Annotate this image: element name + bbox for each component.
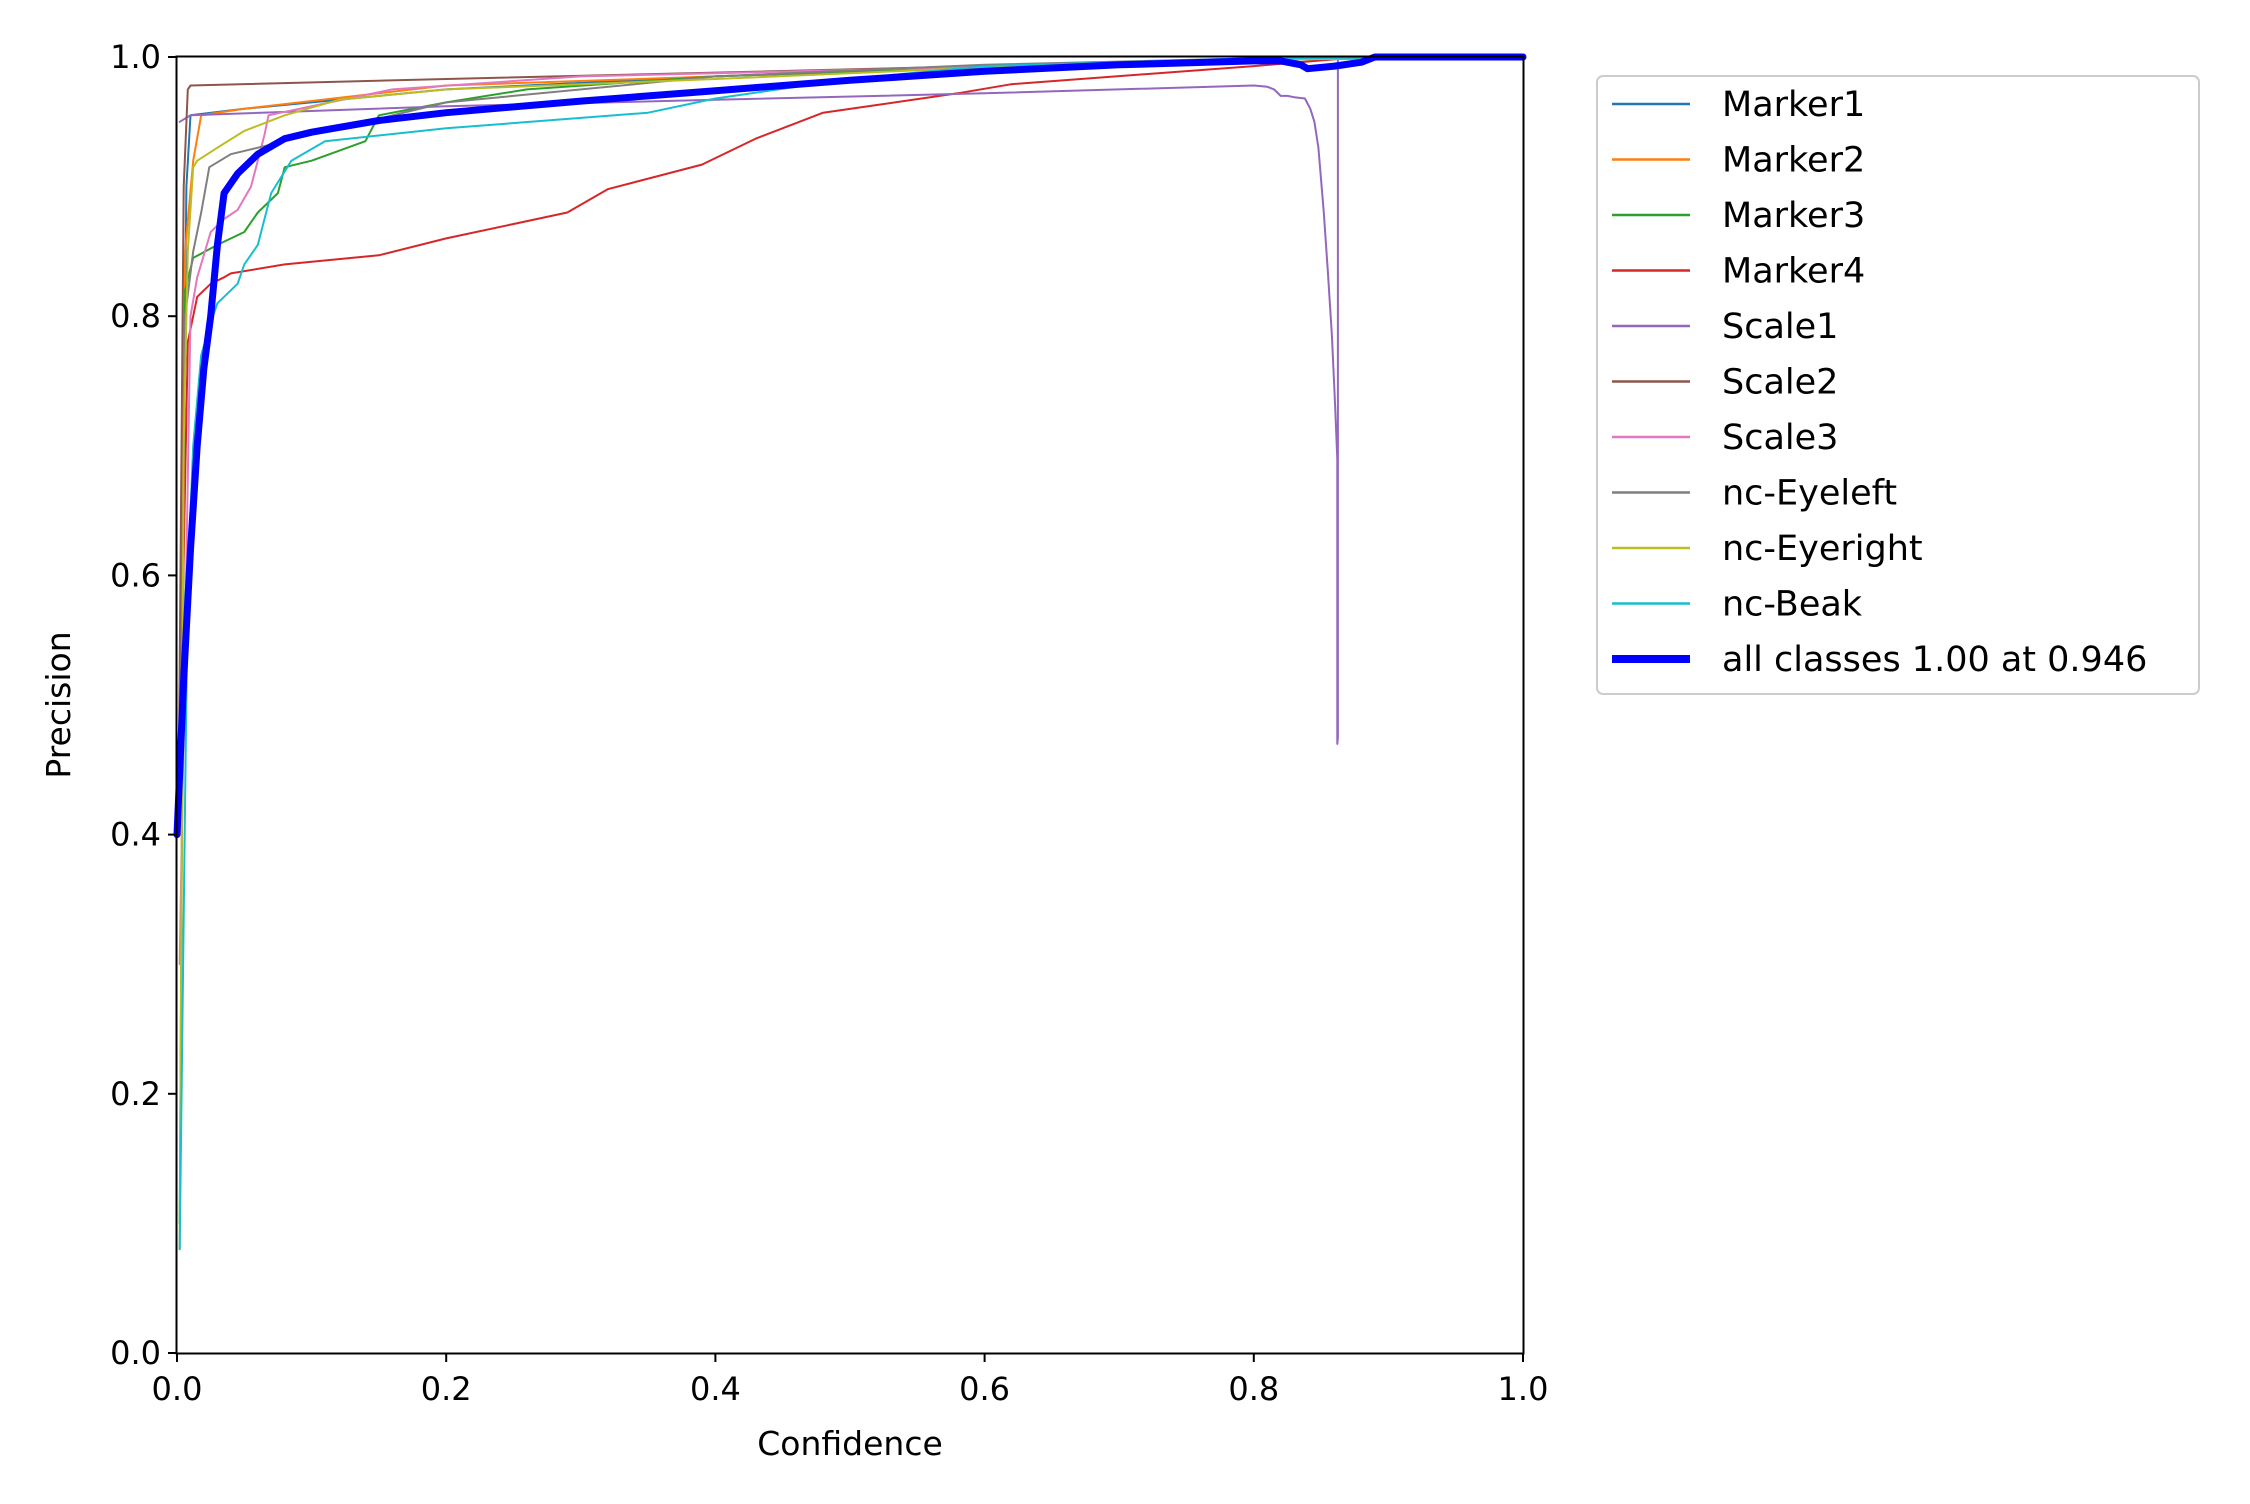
x-tick-label: 0.2: [421, 1370, 472, 1408]
legend-label-2: Marker2: [1722, 141, 1865, 181]
y-axis-label: Precision: [39, 631, 78, 778]
y-tick-label: 1.0: [110, 38, 161, 76]
y-tick-label: 0.2: [110, 1075, 161, 1113]
legend-label-7: Scale3: [1722, 418, 1838, 458]
legend-label-8: nc-Eyeleft: [1722, 474, 1897, 514]
plot-frame: [175, 55, 1525, 1355]
series-line-10: [178, 56, 1524, 1251]
legend-label-4: Marker4: [1722, 252, 1865, 292]
x-tick-label: 0.4: [690, 1370, 741, 1408]
x-axis-label: Confidence: [757, 1424, 943, 1463]
x-tick-label: 0.8: [1228, 1370, 1279, 1408]
x-tick-label: 0.0: [152, 1370, 203, 1408]
series-line-5: [178, 56, 1524, 745]
series-line-8: [178, 56, 1524, 836]
x-axis: 0.0 0.2 0.4 0.6 0.8 1.0: [152, 1353, 1549, 1408]
series-line-7: [178, 56, 1524, 966]
legend-label-1: Marker1: [1722, 85, 1865, 125]
legend: Marker1 Marker2 Marker3 Marker4 Scale1 Scale2…: [1596, 75, 2200, 695]
series-line-3: [178, 56, 1524, 1225]
series-line-1: [180, 56, 1524, 706]
x-tick-label: 1.0: [1498, 1370, 1549, 1408]
y-tick-label: 0.6: [110, 556, 161, 594]
y-tick-label: 0.4: [110, 816, 161, 854]
x-tick-label: 0.6: [959, 1370, 1010, 1408]
series-line-9: [178, 56, 1524, 1251]
plot-lines: [173, 53, 1527, 1251]
legend-label-10: nc-Beak: [1722, 585, 1863, 625]
legend-box: [1596, 75, 2200, 695]
legend-label-11: all classes 1.00 at 0.946: [1722, 640, 2147, 680]
legend-items: Marker1 Marker2 Marker3 Marker4 Scale1 Scale2…: [1612, 85, 2147, 680]
legend-label-5: Scale1: [1722, 307, 1838, 347]
series-line-11: [173, 53, 1527, 839]
y-tick-label: 0.8: [110, 297, 161, 335]
legend-label-9: nc-Eyeright: [1722, 529, 1923, 569]
y-axis: 0.0 0.2 0.4 0.6 0.8 1.0: [110, 38, 177, 1372]
legend-label-3: Marker3: [1722, 196, 1865, 236]
legend-label-6: Scale2: [1722, 363, 1838, 403]
y-tick-label: 0.0: [110, 1334, 161, 1372]
